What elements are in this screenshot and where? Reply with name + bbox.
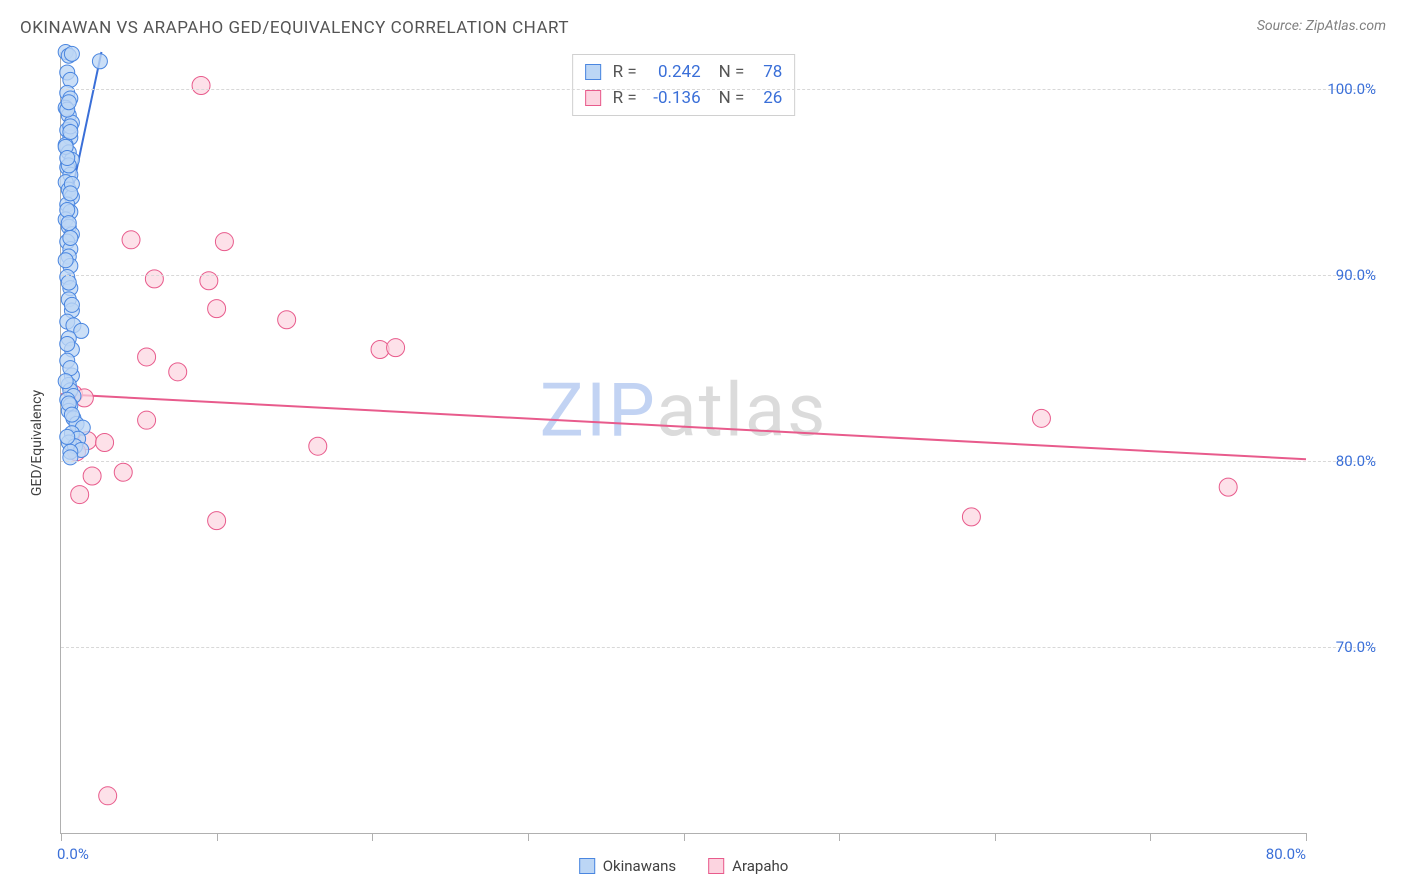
n-label: N = — [719, 88, 745, 108]
y-tick-label: 80.0% — [1312, 452, 1376, 470]
n-value-arapaho: 26 — [752, 88, 782, 108]
r-label: R = — [613, 88, 637, 108]
chart-title: OKINAWAN VS ARAPAHO GED/EQUIVALENCY CORR… — [20, 18, 569, 38]
legend-item-arapaho: Arapaho — [708, 857, 788, 875]
swatch-arapaho — [708, 858, 724, 874]
scatter-svg — [61, 52, 1306, 833]
plot-area: GED/Equivalency ZIPatlas R = 0.242 N = 7… — [60, 52, 1306, 834]
swatch-okinawans — [585, 64, 601, 80]
legend-label: Arapaho — [732, 857, 788, 875]
legend-label: Okinawans — [603, 857, 676, 875]
legend-item-okinawans: Okinawans — [579, 857, 676, 875]
legend-stats: R = 0.242 N = 78 R = -0.136 N = 26 — [572, 54, 796, 116]
r-label: R = — [613, 62, 637, 82]
r-value-arapaho: -0.136 — [645, 88, 701, 108]
legend-bottom: Okinawans Arapaho — [579, 857, 789, 875]
chart-container: GED/Equivalency ZIPatlas R = 0.242 N = 7… — [20, 52, 1386, 892]
y-tick-label: 100.0% — [1312, 80, 1376, 98]
n-value-okinawans: 78 — [752, 62, 782, 82]
y-tick-label: 70.0% — [1312, 638, 1376, 656]
source-label: Source: ZipAtlas.com — [1257, 18, 1386, 34]
x-tick-label: 0.0% — [57, 845, 89, 863]
r-value-okinawans: 0.242 — [645, 62, 701, 82]
x-tick-label: 80.0% — [1266, 845, 1306, 863]
swatch-okinawans — [579, 858, 595, 874]
legend-stats-row-okinawans: R = 0.242 N = 78 — [585, 59, 783, 85]
n-label: N = — [719, 62, 745, 82]
y-axis-label: GED/Equivalency — [29, 389, 45, 495]
swatch-arapaho — [585, 90, 601, 106]
y-tick-label: 90.0% — [1312, 266, 1376, 284]
